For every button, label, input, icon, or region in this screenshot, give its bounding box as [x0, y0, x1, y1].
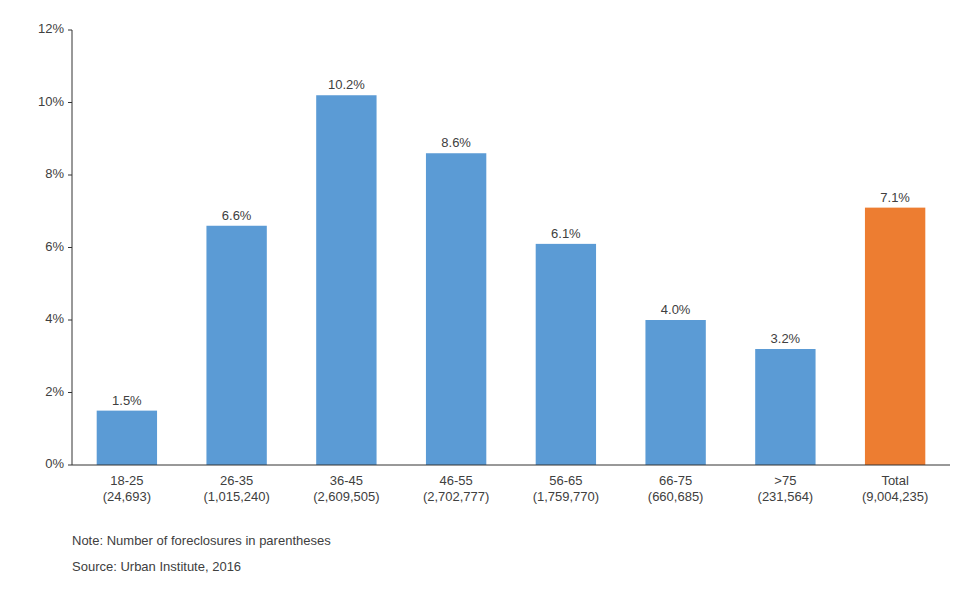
notes: Note: Number of foreclosures in parenthe…: [72, 533, 331, 574]
x-axis: 18-25(24,693) 26-35(1,015,240) 36-45(2,609…: [103, 473, 929, 504]
x-tick-label: 18-25(24,693): [103, 473, 151, 504]
bar: [645, 320, 705, 465]
y-tick: [68, 102, 72, 103]
data-label: 10.2%: [328, 77, 365, 92]
bar: [536, 244, 596, 465]
y-tick: [68, 392, 72, 393]
data-labels: 1.5% 6.6% 10.2% 8.6% 6.1% 4.0% 3.2% 7.1%: [112, 77, 910, 407]
x-axis-line: [72, 465, 950, 466]
data-label: 3.2%: [771, 331, 801, 346]
x-tick-label: 56-65(1,759,770): [533, 473, 600, 504]
y-axis: 0% 2% 4% 6% 8% 10% 12%: [38, 21, 72, 471]
x-tick-label: 46-55(2,702,777): [423, 473, 490, 504]
x-tick-label: 26-35(1,015,240): [203, 473, 270, 504]
bar: [206, 226, 266, 465]
y-tick: [68, 465, 72, 466]
data-label: 7.1%: [880, 190, 910, 205]
y-tick: [68, 247, 72, 248]
bar: [316, 95, 376, 465]
y-tick-label: 0%: [45, 456, 64, 471]
y-tick-label: 10%: [38, 94, 64, 109]
bar: [97, 411, 157, 465]
bar: [426, 153, 486, 465]
y-tick-label: 12%: [38, 21, 64, 36]
note: Source: Urban Institute, 2016: [72, 559, 241, 574]
chart-container: 0% 2% 4% 6% 8% 10% 12% 1.5% 6.6% 10.2% 8.6% 6.1% 4.0…: [0, 0, 977, 605]
y-tick-label: 2%: [45, 384, 64, 399]
x-tick-label: 66-75(660,685): [648, 473, 704, 504]
y-tick-label: 6%: [45, 239, 64, 254]
y-tick: [68, 175, 72, 176]
bar: [755, 349, 815, 465]
x-tick-label: Total(9,004,235): [862, 473, 929, 504]
chart-svg: 0% 2% 4% 6% 8% 10% 12% 1.5% 6.6% 10.2% 8.6% 6.1% 4.0…: [0, 0, 977, 605]
x-tick-label: 36-45(2,609,505): [313, 473, 380, 504]
y-tick-label: 4%: [45, 311, 64, 326]
data-label: 6.6%: [222, 208, 252, 223]
bar: [865, 208, 925, 465]
y-tick: [68, 320, 72, 321]
y-axis-line: [72, 30, 73, 465]
x-tick-label: >75(231,564): [758, 473, 814, 504]
bars: [97, 95, 926, 465]
data-label: 8.6%: [441, 135, 471, 150]
data-label: 4.0%: [661, 302, 691, 317]
note: Note: Number of foreclosures in parenthe…: [72, 533, 331, 548]
y-tick: [68, 30, 72, 31]
data-label: 1.5%: [112, 393, 142, 408]
y-tick-label: 8%: [45, 166, 64, 181]
data-label: 6.1%: [551, 226, 581, 241]
